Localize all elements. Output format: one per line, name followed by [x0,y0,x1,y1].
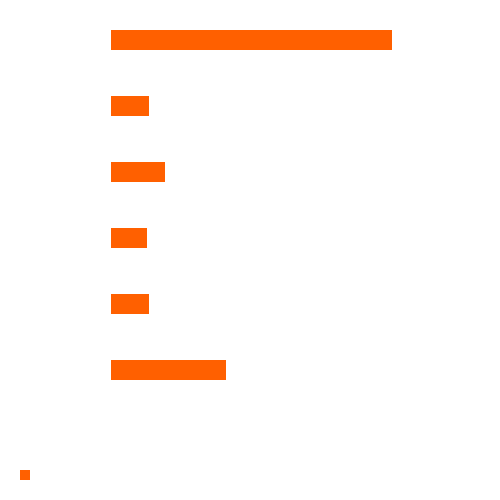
bar [111,30,392,50]
bar [111,96,149,116]
bar [111,294,149,314]
bar [111,228,147,248]
legend-marker [20,470,30,480]
bar [111,162,165,182]
bar [111,360,226,380]
